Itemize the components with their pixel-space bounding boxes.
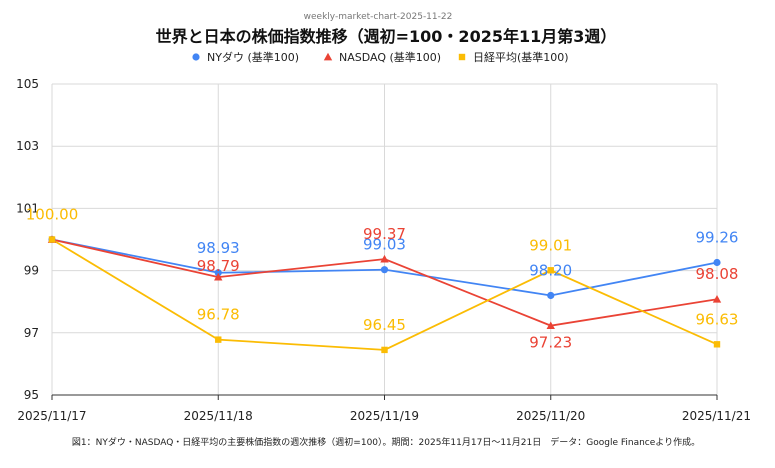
series-marker — [713, 341, 721, 348]
chart-caption: 図1：NYダウ・NASDAQ・日経平均の主要株価指数の週次推移（週初=100）。… — [72, 436, 700, 448]
series-marker — [546, 321, 555, 330]
y-tick-label: 101 — [16, 201, 39, 215]
chart-title: 世界と日本の株価指数推移（週初=100・2025年11月第3週） — [156, 27, 617, 46]
x-tick-label: 2025/11/20 — [516, 409, 585, 423]
data-labels: 98.93 99.03 98.20 99.26 98.79 99.37 97.23 98.08… — [26, 206, 739, 352]
y-tick-label: 95 — [24, 388, 39, 402]
data-label: 99.03 — [363, 236, 406, 254]
data-label: 99.37 — [363, 225, 406, 243]
series-marker — [380, 266, 389, 274]
series-marker — [214, 272, 223, 281]
series-marker — [381, 346, 388, 354]
data-label: 98.79 — [197, 257, 240, 275]
series-marker — [458, 53, 466, 61]
series-marker — [380, 254, 389, 263]
series-layer — [47, 235, 722, 354]
x-tick-label: 2025/11/19 — [350, 409, 419, 423]
data-label: 98.08 — [696, 265, 739, 283]
y-tick-label: 99 — [24, 264, 39, 278]
series-marker — [192, 53, 200, 61]
x-tick-label: 2025/11/18 — [184, 409, 253, 423]
data-label: 96.45 — [363, 316, 406, 334]
y-tick-label: 97 — [24, 326, 39, 340]
data-label: 99.26 — [696, 229, 739, 247]
series-marker — [323, 52, 333, 61]
series-marker — [712, 295, 722, 303]
x-tick-label: 2025/11/17 — [17, 409, 86, 423]
y-tick-label: 103 — [16, 139, 39, 153]
data-label: 98.20 — [529, 261, 572, 279]
series-marker — [713, 258, 721, 267]
data-label: 97.23 — [529, 334, 572, 352]
legend-entry-label: 日経平均(基準100) — [473, 50, 569, 64]
data-label: 96.63 — [696, 310, 739, 328]
chart-legend: NYダウ (基準100) NASDAQ (基準100) 日経平均(基準100) — [192, 50, 569, 64]
data-label: 99.01 — [529, 236, 572, 254]
legend-entry-label: NASDAQ (基準100) — [339, 50, 441, 64]
series-marker — [547, 291, 555, 300]
y-tick-label: 105 — [16, 77, 39, 91]
x-axis: 2025/11/17 2025/11/18 2025/11/19 2025/11/20… — [17, 394, 751, 423]
series-marker — [547, 267, 554, 274]
chart-source-label: weekly-market-chart-2025-11-22 — [304, 12, 453, 22]
series-marker — [214, 269, 222, 277]
data-label: 100.00 — [26, 206, 79, 224]
data-label: 96.78 — [197, 306, 240, 324]
series-marker — [215, 336, 222, 343]
y-axis: 95 97 99 101 103 105 — [16, 77, 39, 402]
series-marker — [48, 236, 56, 243]
data-label: 98.93 — [197, 239, 240, 257]
x-tick-label: 2025/11/21 — [682, 409, 751, 423]
legend-entry-label: NYダウ (基準100) — [207, 50, 299, 64]
